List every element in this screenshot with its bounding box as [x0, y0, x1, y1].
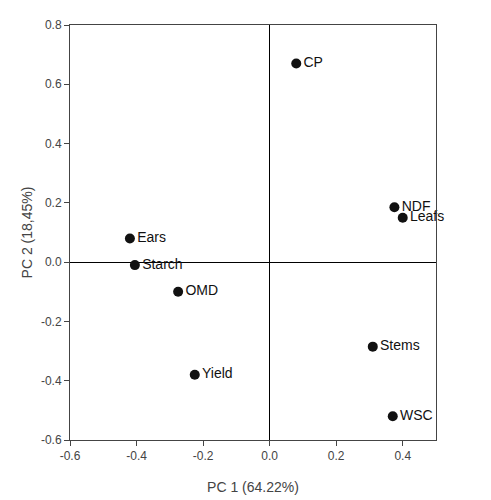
svg-text:-0.2: -0.2 — [41, 315, 62, 329]
svg-text:Starch: Starch — [142, 256, 182, 272]
svg-text:-0.2: -0.2 — [193, 449, 214, 463]
svg-text:0.4: 0.4 — [394, 449, 411, 463]
svg-text:0.8: 0.8 — [45, 18, 62, 32]
svg-text:PC 1 (64.22%): PC 1 (64.22%) — [207, 479, 299, 495]
svg-text:Ears: Ears — [137, 229, 166, 245]
svg-text:-0.4: -0.4 — [126, 449, 147, 463]
svg-text:0.4: 0.4 — [45, 137, 62, 151]
svg-text:0.2: 0.2 — [328, 449, 345, 463]
svg-text:0.6: 0.6 — [45, 77, 62, 91]
svg-text:PC 2 (18,45%): PC 2 (18,45%) — [19, 187, 35, 279]
svg-text:-0.4: -0.4 — [41, 374, 62, 388]
svg-text:OMD: OMD — [185, 282, 218, 298]
svg-text:-0.6: -0.6 — [41, 433, 62, 447]
svg-text:CP: CP — [304, 54, 323, 70]
svg-text:NDF: NDF — [402, 198, 431, 214]
svg-text:-0.6: -0.6 — [60, 449, 81, 463]
svg-text:Yield: Yield — [202, 365, 233, 381]
svg-text:Leafs: Leafs — [410, 208, 444, 224]
svg-text:Stems: Stems — [380, 337, 420, 353]
svg-text:WSC: WSC — [400, 407, 433, 423]
svg-text:0.0: 0.0 — [45, 255, 62, 269]
svg-text:0.2: 0.2 — [45, 196, 62, 210]
svg-text:0.0: 0.0 — [261, 449, 278, 463]
